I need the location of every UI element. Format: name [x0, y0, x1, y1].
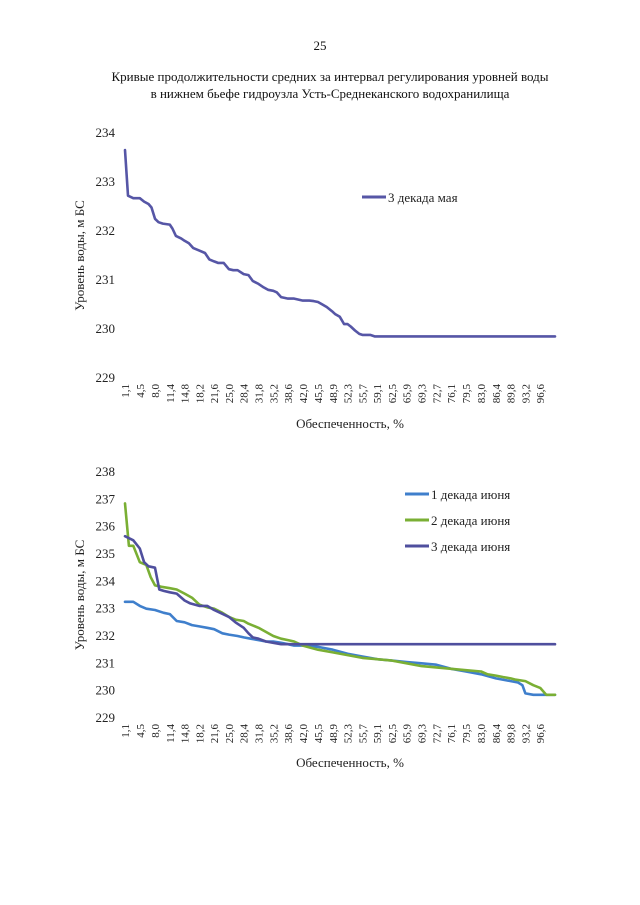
x-tick-label: 21,6	[209, 724, 221, 744]
x-tick-label: 62,5	[387, 724, 399, 744]
page-number: 25	[313, 38, 327, 53]
x-tick-label: 69,3	[417, 724, 429, 744]
y-tick-label: 236	[96, 519, 116, 534]
x-tick-label: 28,4	[239, 724, 251, 744]
x-tick-label: 65,9	[402, 724, 414, 744]
x-tick-label: 38,6	[283, 724, 295, 744]
x-tick-label: 83,0	[476, 724, 488, 744]
page-title-line-1: Кривые продолжительности средних за инте…	[111, 69, 549, 84]
x-tick-label: 93,2	[520, 724, 532, 743]
y-tick-label: 235	[96, 546, 116, 561]
x-tick-label: 21,6	[209, 384, 221, 404]
x-tick-label: 55,7	[357, 724, 369, 744]
x-tick-label: 72,7	[431, 724, 443, 744]
x-axis-title: Обеспеченность, %	[296, 755, 404, 770]
x-tick-label: 45,5	[313, 724, 325, 744]
x-tick-label: 35,2	[268, 724, 280, 743]
series-line-2	[123, 502, 557, 697]
x-axis-title: Обеспеченность, %	[296, 416, 404, 431]
x-tick-label: 52,3	[343, 384, 355, 404]
x-tick-label: 18,2	[194, 384, 206, 403]
x-tick-label: 25,0	[224, 724, 236, 744]
x-tick-label: 86,4	[491, 384, 503, 404]
x-tick-label: 83,0	[476, 384, 488, 404]
x-tick-label: 42,0	[298, 724, 310, 744]
y-tick-label: 230	[96, 321, 116, 336]
x-tick-label: 31,8	[253, 384, 265, 404]
y-tick-label: 237	[96, 491, 116, 506]
x-tick-label: 93,2	[520, 384, 532, 403]
x-tick-label: 79,5	[461, 724, 473, 744]
x-tick-label: 4,5	[135, 724, 147, 738]
legend-label: 2 декада июня	[431, 513, 510, 528]
legend-label: 3 декада мая	[388, 190, 458, 205]
y-tick-label: 233	[96, 174, 116, 189]
x-tick-label: 52,3	[343, 724, 355, 744]
y-axis-title: Уровень воды, м БС	[72, 540, 87, 651]
page-title: Кривые продолжительности средних за инте…	[60, 68, 600, 102]
x-tick-label: 31,8	[253, 724, 265, 744]
x-tick-label: 1,1	[120, 724, 132, 738]
x-tick-label: 35,2	[268, 384, 280, 403]
series-line-3	[123, 534, 557, 646]
y-tick-label: 232	[96, 223, 116, 238]
x-tick-label: 11,4	[165, 724, 177, 743]
y-tick-label: 231	[96, 655, 116, 670]
page-title-line-2: в нижнем бьефе гидроузла Усть-Среднеканс…	[150, 86, 510, 101]
x-tick-label: 76,1	[446, 384, 458, 403]
x-tick-label: 11,4	[165, 384, 177, 403]
x-tick-label: 25,0	[224, 384, 236, 404]
legend-label: 3 декада июня	[431, 539, 510, 554]
x-tick-label: 89,8	[506, 724, 518, 744]
y-tick-label: 229	[96, 710, 116, 725]
legend-label: 1 декада июня	[431, 487, 510, 502]
y-tick-label: 231	[96, 272, 116, 287]
x-tick-label: 59,1	[372, 724, 384, 743]
x-tick-label: 38,6	[283, 384, 295, 404]
x-tick-label: 8,0	[150, 384, 162, 398]
series-line-1	[123, 148, 557, 338]
x-tick-label: 69,3	[417, 384, 429, 404]
x-tick-label: 28,4	[239, 384, 251, 404]
y-tick-label: 234	[96, 573, 116, 588]
x-tick-label: 55,7	[357, 384, 369, 404]
x-tick-label: 8,0	[150, 724, 162, 738]
x-tick-label: 96,6	[535, 384, 547, 404]
x-tick-label: 48,9	[328, 384, 340, 404]
x-tick-label: 14,8	[180, 384, 192, 404]
x-tick-label: 14,8	[180, 724, 192, 744]
x-tick-label: 62,5	[387, 384, 399, 404]
y-tick-label: 238	[96, 464, 116, 479]
y-tick-label: 230	[96, 683, 116, 698]
x-tick-label: 79,5	[461, 384, 473, 404]
x-tick-label: 48,9	[328, 724, 340, 744]
x-tick-label: 45,5	[313, 384, 325, 404]
x-tick-label: 89,8	[506, 384, 518, 404]
x-tick-label: 18,2	[194, 724, 206, 743]
y-tick-label: 232	[96, 628, 116, 643]
x-tick-label: 72,7	[431, 384, 443, 404]
y-tick-label: 234	[96, 125, 116, 140]
x-tick-label: 42,0	[298, 384, 310, 404]
x-tick-label: 59,1	[372, 384, 384, 403]
x-tick-label: 4,5	[135, 384, 147, 398]
series-line-1	[123, 600, 557, 697]
y-axis-title: Уровень воды, м БС	[72, 200, 87, 311]
y-tick-label: 229	[96, 370, 116, 385]
y-tick-label: 233	[96, 601, 116, 616]
x-tick-label: 96,6	[535, 724, 547, 744]
x-tick-label: 76,1	[446, 724, 458, 743]
x-tick-label: 65,9	[402, 384, 414, 404]
x-tick-label: 86,4	[491, 724, 503, 744]
x-tick-label: 1,1	[120, 384, 132, 398]
